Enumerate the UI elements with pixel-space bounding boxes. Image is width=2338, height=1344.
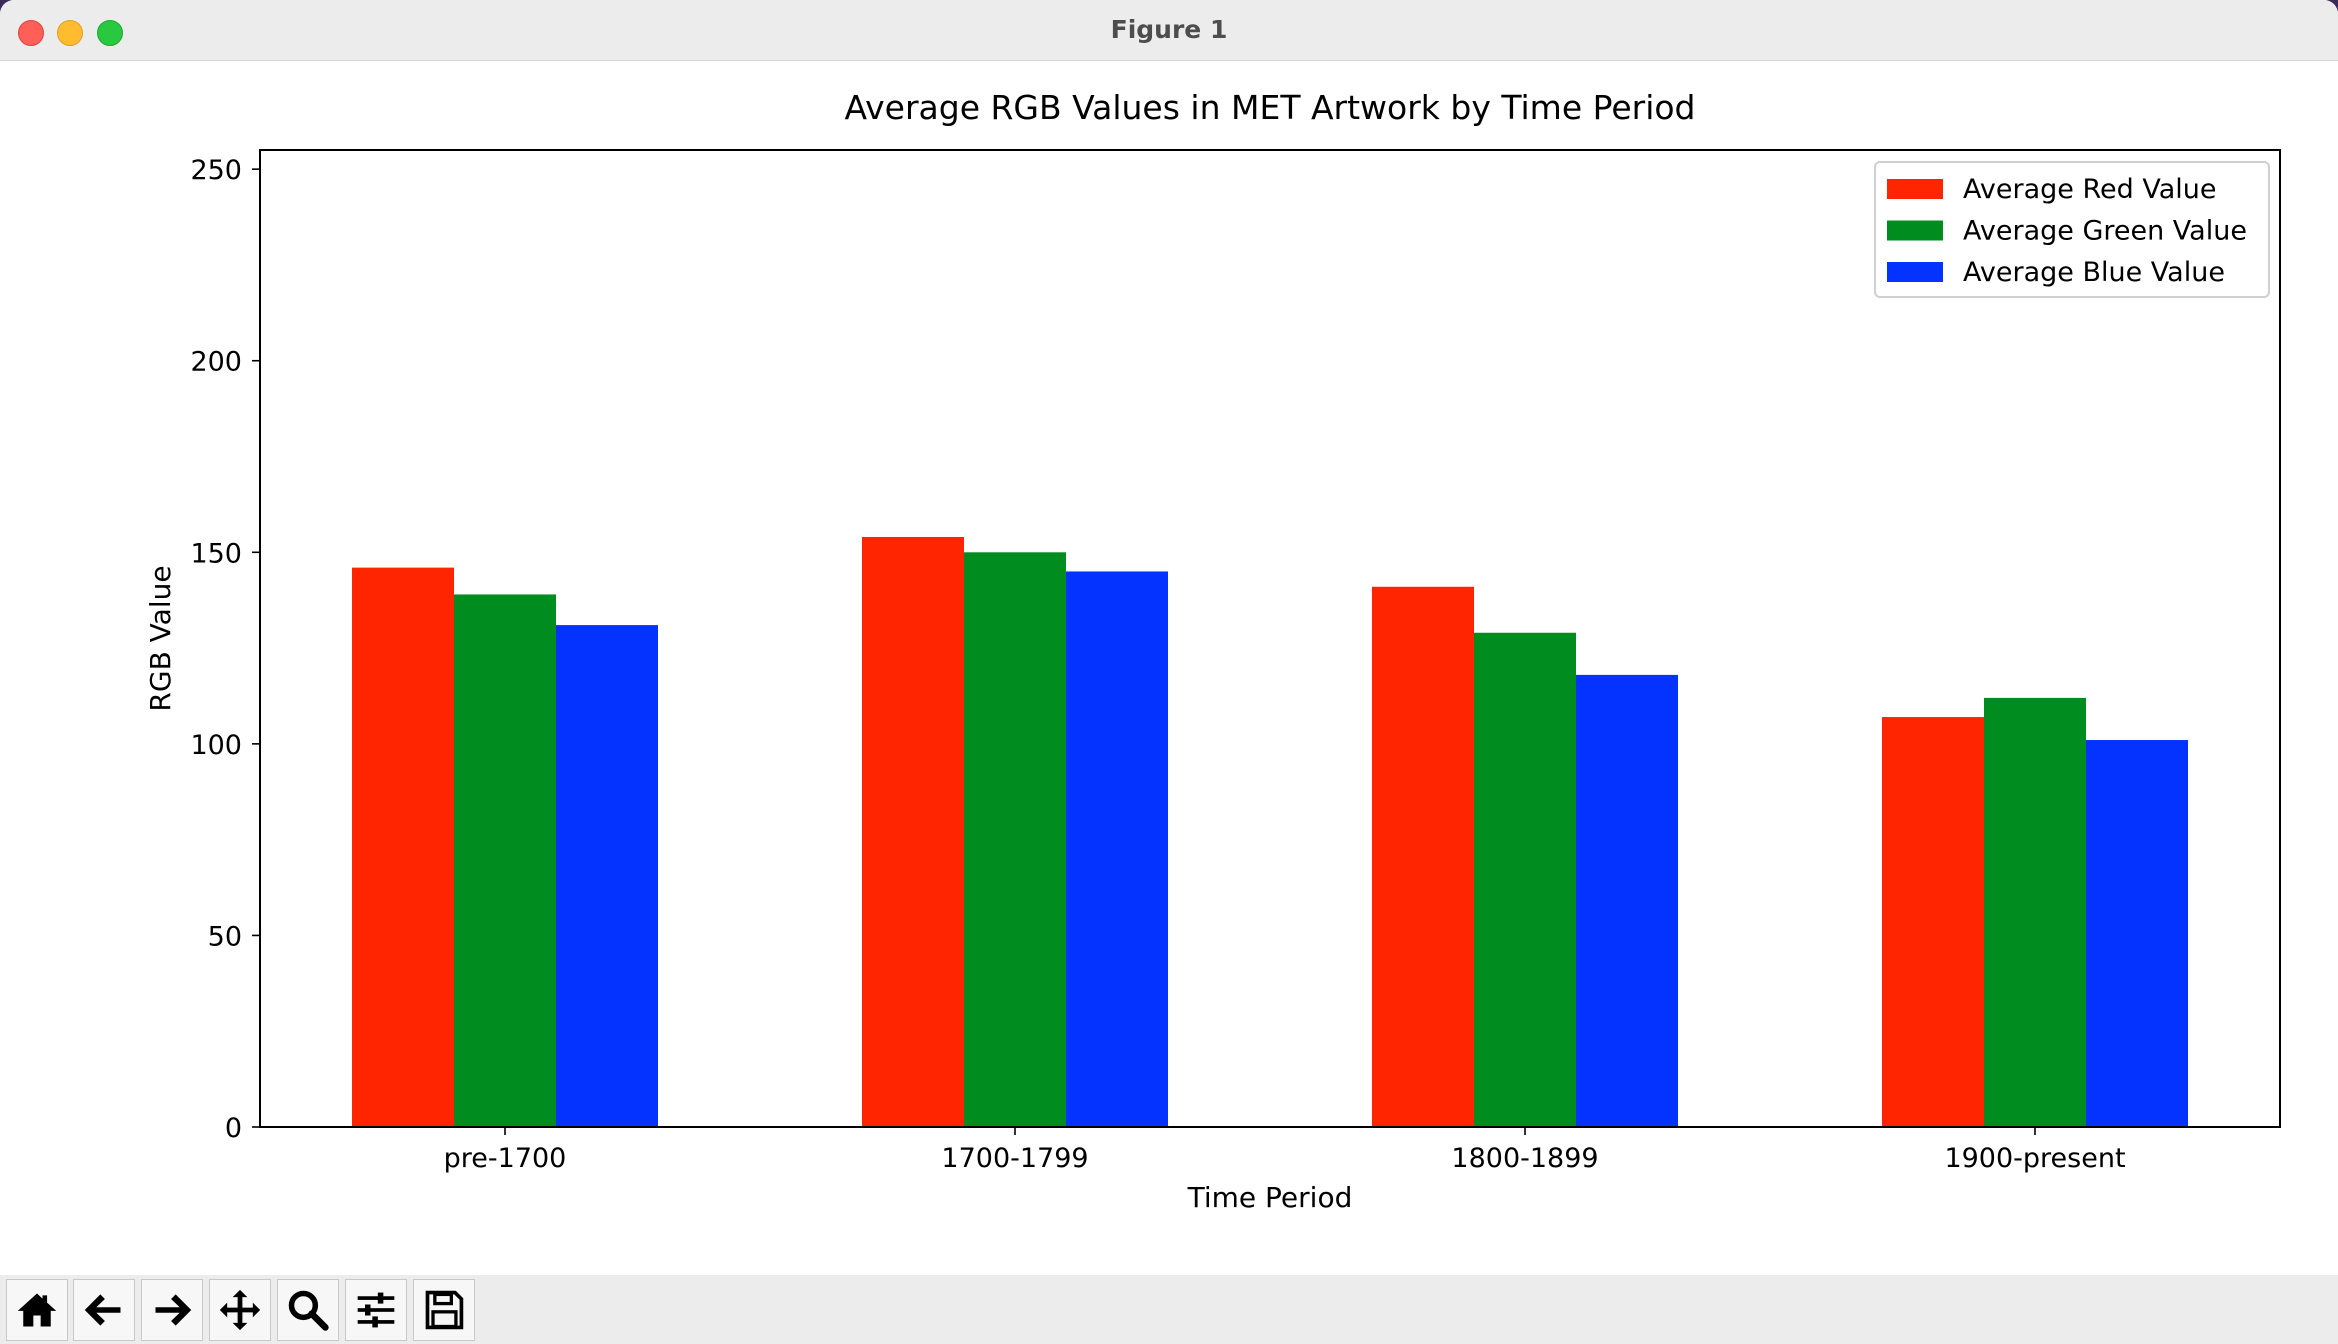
title-bar: Figure 1 <box>0 0 2338 61</box>
y-tick-label: 50 <box>208 921 242 952</box>
bar-1800-1899-average-green-value <box>1474 632 1576 1127</box>
legend-label: Average Red Value <box>1963 174 2216 205</box>
bar-pre-1700-average-red-value <box>352 567 454 1127</box>
bar-1700-1799-average-red-value <box>862 536 964 1127</box>
zoom-magnifier-icon <box>288 1290 329 1331</box>
legend-swatch-average-green-value <box>1887 220 1943 241</box>
figure-canvas[interactable]: Average RGB Values in MET Artwork by Tim… <box>0 61 2338 1275</box>
zoom-button[interactable] <box>277 1279 339 1341</box>
back-arrow-icon <box>84 1294 121 1326</box>
minimize-window-button[interactable] <box>57 20 83 46</box>
save-button[interactable] <box>413 1279 475 1341</box>
bar-chart: Average RGB Values in MET Artwork by Tim… <box>144 88 2281 1214</box>
y-tick-label: 100 <box>190 730 242 761</box>
back-button[interactable] <box>73 1279 135 1341</box>
bar-pre-1700-average-blue-value <box>556 625 658 1127</box>
maximize-window-button[interactable] <box>97 20 123 46</box>
bar-1900-present-average-blue-value <box>2086 740 2188 1127</box>
y-axis-label: RGB Value <box>144 565 177 711</box>
x-tick-label: 1900-present <box>1944 1143 2125 1174</box>
x-tick-label: pre-1700 <box>444 1143 567 1174</box>
configure-subplots-button[interactable] <box>345 1279 407 1341</box>
bar-1900-present-average-green-value <box>1984 697 2086 1127</box>
forward-button[interactable] <box>141 1279 203 1341</box>
plot-frame <box>259 149 2281 1128</box>
pan-move-icon <box>219 1289 261 1331</box>
x-tick-label: 1700-1799 <box>941 1143 1088 1174</box>
window-title: Figure 1 <box>1110 15 1228 44</box>
bar-pre-1700-average-green-value <box>454 594 556 1127</box>
bar-1800-1899-average-blue-value <box>1576 674 1678 1127</box>
y-tick-label: 0 <box>225 1113 242 1144</box>
y-tick-label: 250 <box>190 155 242 186</box>
legend-box <box>1874 161 2270 298</box>
y-tick-label: 200 <box>190 347 242 378</box>
x-tick-label: 1800-1899 <box>1451 1143 1598 1174</box>
bar-1700-1799-average-blue-value <box>1066 571 1168 1127</box>
pan-button[interactable] <box>209 1279 271 1341</box>
home-icon <box>17 1293 57 1327</box>
navigation-toolbar <box>0 1275 2338 1344</box>
legend-swatch-average-blue-value <box>1887 262 1943 282</box>
legend-label: Average Green Value <box>1963 216 2247 247</box>
y-tick-label: 150 <box>190 538 242 569</box>
legend-swatch-average-red-value <box>1887 179 1943 199</box>
close-window-button[interactable] <box>18 20 44 46</box>
chart-title: Average RGB Values in MET Artwork by Tim… <box>844 88 1695 127</box>
legend-label: Average Blue Value <box>1963 257 2225 288</box>
forward-arrow-icon <box>155 1294 192 1326</box>
bar-1900-present-average-red-value <box>1882 717 1984 1127</box>
configure-subplots-icon <box>357 1292 395 1328</box>
save-floppy-icon <box>425 1290 464 1330</box>
bar-1800-1899-average-red-value <box>1372 586 1474 1127</box>
bar-1700-1799-average-green-value <box>964 552 1066 1127</box>
x-axis-label: Time Period <box>1187 1181 1353 1214</box>
home-button[interactable] <box>6 1279 68 1341</box>
